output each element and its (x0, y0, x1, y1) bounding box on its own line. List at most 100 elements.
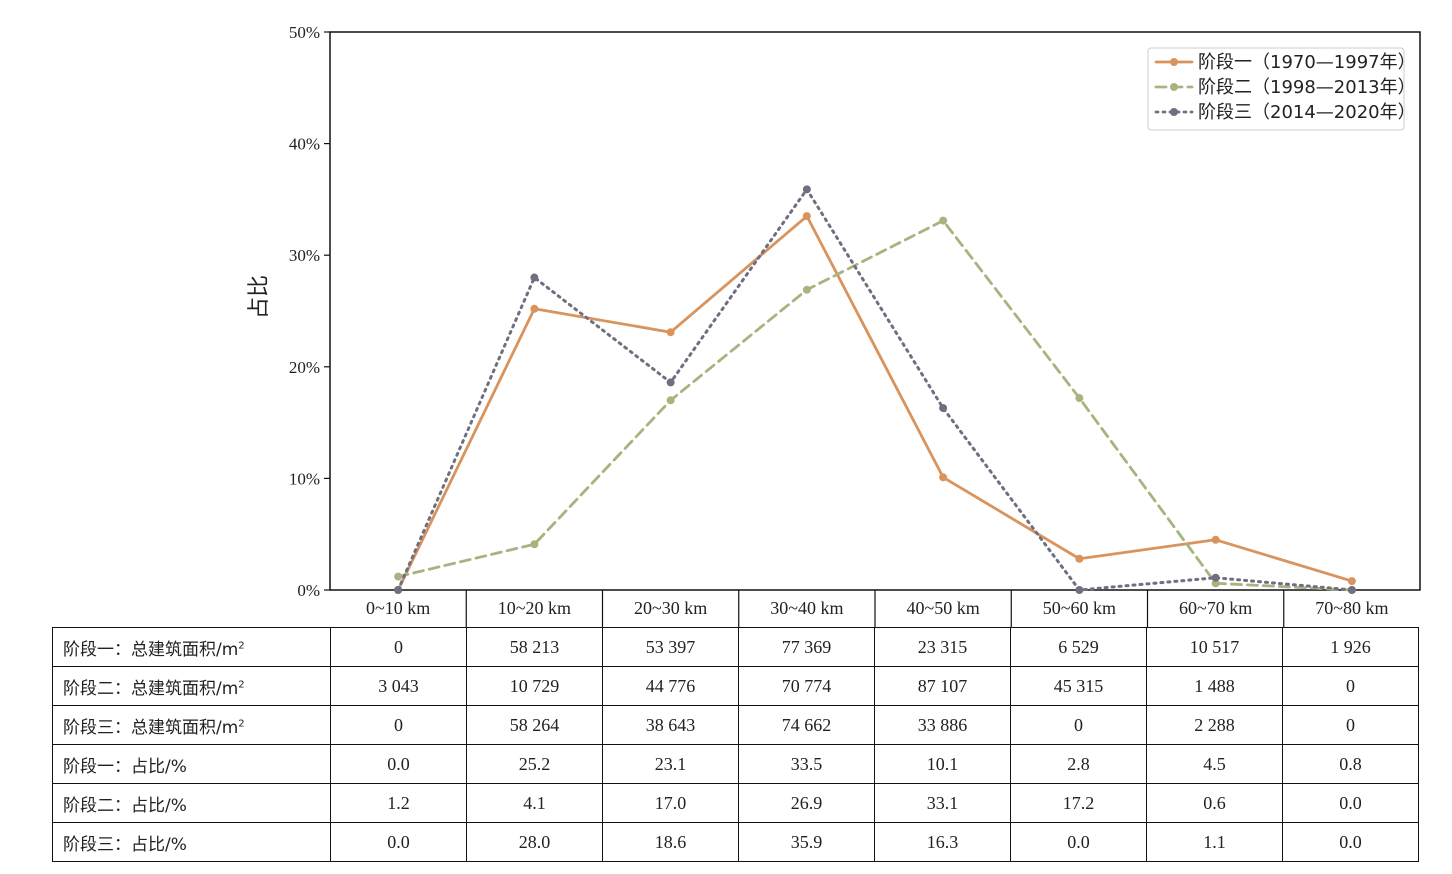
table-cell: 0.0 (330, 822, 467, 862)
table-cell: 17.2 (1010, 783, 1147, 823)
row-label: 阶段一：总建筑面积/m2 (52, 627, 331, 667)
table-cell: 6 529 (1010, 627, 1147, 667)
data-point (666, 396, 675, 405)
table-cell: 2.8 (1010, 744, 1147, 784)
data-point (802, 212, 811, 221)
data-point (1075, 394, 1084, 403)
table-cell: 17.0 (602, 783, 739, 823)
series-line (396, 219, 1354, 592)
table-cell: 10.1 (874, 744, 1011, 784)
table-cell: 33.1 (874, 783, 1011, 823)
x-tick-label: 20~30 km (634, 598, 707, 618)
x-tick-label: 10~20 km (498, 598, 571, 618)
data-point (530, 273, 539, 282)
legend: 阶段一（1970—1997年） 阶段二（1998—2013年） 阶段三（2014—2… (1147, 47, 1416, 131)
legend-marker (1170, 58, 1178, 66)
table-cell: 87 107 (874, 666, 1011, 706)
table-cell: 0 (1010, 705, 1147, 745)
table-cell: 0 (1282, 705, 1419, 745)
row-label: 阶段二：总建筑面积/m2 (52, 666, 331, 706)
table-cell: 45 315 (1010, 666, 1147, 706)
y-tick-label: 10% (289, 469, 320, 488)
table-cell: 23.1 (602, 744, 739, 784)
y-tick-label: 20% (289, 358, 320, 377)
table-cell: 4.5 (1146, 744, 1283, 784)
table-cell: 26.9 (738, 783, 875, 823)
data-point (1075, 586, 1084, 594)
data-table: 阶段一：总建筑面积/m2 0 58 213 53 397 77 369 23 315 6 5… (52, 627, 1419, 862)
table-cell: 38 643 (602, 705, 739, 745)
legend-label: 阶段三（2014—2020年） (1198, 102, 1416, 123)
data-point (1211, 579, 1220, 588)
legend-box (1147, 47, 1405, 131)
table-cell: 74 662 (738, 705, 875, 745)
data-point (1347, 577, 1356, 586)
table-cell: 10 517 (1146, 627, 1283, 667)
table-cell: 58 213 (466, 627, 603, 667)
table-cell: 53 397 (602, 627, 739, 667)
series-line (396, 187, 1354, 592)
data-point (939, 473, 948, 482)
line-chart: 0% 10% 20% 30% 40% 50% 0~10 km 10~20 km 20~30 k… (247, 23, 1421, 628)
data-point (666, 378, 675, 387)
table-cell: 33.5 (738, 744, 875, 784)
data-point (1211, 573, 1220, 582)
table-cell: 28.0 (466, 822, 603, 862)
row-label: 阶段三：占比/% (52, 822, 331, 862)
table-cell: 58 264 (466, 705, 603, 745)
legend-marker (1170, 108, 1178, 116)
table-cell: 0.0 (1010, 822, 1147, 862)
data-point (1347, 586, 1356, 594)
table-cell: 4.1 (466, 783, 603, 823)
y-tick-label: 50% (289, 23, 320, 42)
table-cell: 0 (1282, 666, 1419, 706)
row-label: 阶段二：占比/% (52, 783, 331, 823)
table-cell: 77 369 (738, 627, 875, 667)
table-cell: 16.3 (874, 822, 1011, 862)
table-cell: 10 729 (466, 666, 603, 706)
unit-superscript: 2 (238, 678, 245, 690)
data-point (1075, 554, 1084, 563)
row-label: 阶段三：总建筑面积/m2 (52, 705, 331, 745)
table-cell: 0.0 (1282, 822, 1419, 862)
x-tick-label: 70~80 km (1315, 598, 1388, 618)
series-layer (394, 185, 1356, 594)
table-cell: 35.9 (738, 822, 875, 862)
data-point (802, 185, 811, 194)
table-cell: 18.6 (602, 822, 739, 862)
data-point (802, 285, 811, 294)
table-cell: 1.2 (330, 783, 467, 823)
y-tick-label: 0% (297, 581, 320, 600)
x-tick-label: 0~10 km (366, 598, 430, 618)
table-cell: 0.8 (1282, 744, 1419, 784)
unit-superscript: 2 (238, 639, 245, 651)
y-tick-label: 40% (289, 135, 320, 154)
y-axis-label: 占比 (247, 275, 272, 319)
table-cell: 1 926 (1282, 627, 1419, 667)
table-cell: 23 315 (874, 627, 1011, 667)
table-cell: 0.0 (1282, 783, 1419, 823)
legend-label: 阶段一（1970—1997年） (1198, 52, 1416, 73)
row-label: 阶段一：占比/% (52, 744, 331, 784)
data-point (530, 304, 539, 313)
table-cell: 25.2 (466, 744, 603, 784)
data-point (666, 328, 675, 337)
table-cell: 70 774 (738, 666, 875, 706)
table-cell: 0.6 (1146, 783, 1283, 823)
data-point (939, 216, 948, 225)
table-cell: 33 886 (874, 705, 1011, 745)
table-row: 阶段一：占比/% 0.0 25.2 23.1 33.5 10.1 2.8 4.5 0.8 (52, 744, 1419, 784)
data-point (394, 572, 403, 581)
y-tick-label: 30% (289, 246, 320, 265)
table-row: 阶段一：总建筑面积/m2 0 58 213 53 397 77 369 23 315 6 5… (52, 627, 1419, 667)
data-point (394, 586, 403, 594)
table-cell: 3 043 (330, 666, 467, 706)
table-cell: 0.0 (330, 744, 467, 784)
y-axis: 0% 10% 20% 30% 40% 50% (289, 23, 330, 600)
data-point (939, 404, 948, 413)
x-tick-label: 60~70 km (1179, 598, 1252, 618)
data-point (1211, 535, 1220, 544)
legend-label: 阶段二（1998—2013年） (1198, 77, 1416, 98)
table-row: 阶段二：占比/% 1.2 4.1 17.0 26.9 33.1 17.2 0.6 0.0 (52, 783, 1419, 823)
x-axis: 0~10 km 10~20 km 20~30 km 30~40 km 40~50 km 5… (366, 590, 1389, 628)
